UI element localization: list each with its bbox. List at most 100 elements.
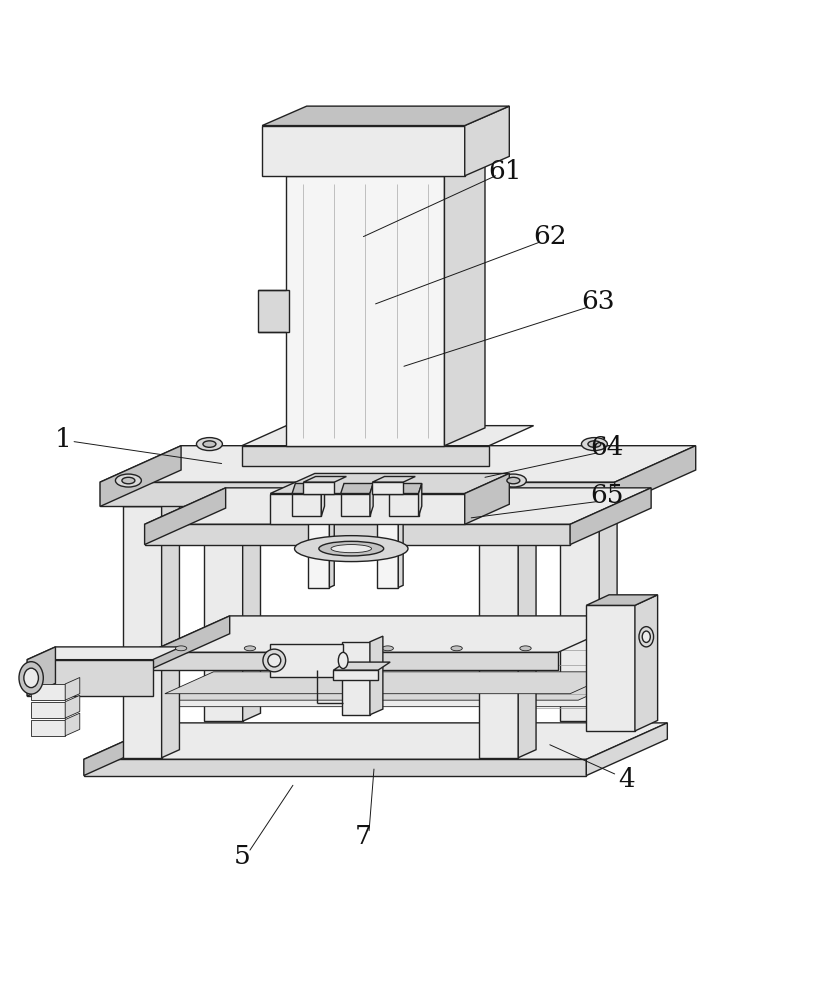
Polygon shape bbox=[286, 176, 445, 446]
Polygon shape bbox=[65, 695, 80, 718]
Polygon shape bbox=[465, 473, 509, 524]
Polygon shape bbox=[322, 483, 325, 516]
Ellipse shape bbox=[115, 474, 141, 487]
Polygon shape bbox=[84, 723, 667, 759]
Polygon shape bbox=[587, 723, 667, 776]
Ellipse shape bbox=[313, 646, 325, 651]
Polygon shape bbox=[614, 446, 696, 506]
Polygon shape bbox=[270, 473, 509, 494]
Polygon shape bbox=[31, 684, 65, 700]
Polygon shape bbox=[270, 644, 344, 677]
Polygon shape bbox=[419, 483, 422, 516]
Ellipse shape bbox=[175, 646, 187, 651]
Ellipse shape bbox=[319, 541, 384, 556]
Ellipse shape bbox=[382, 646, 393, 651]
Polygon shape bbox=[100, 446, 181, 506]
Ellipse shape bbox=[122, 477, 135, 484]
Ellipse shape bbox=[642, 631, 650, 642]
Polygon shape bbox=[479, 498, 536, 506]
Polygon shape bbox=[465, 106, 509, 176]
Ellipse shape bbox=[263, 649, 286, 672]
Polygon shape bbox=[372, 482, 403, 494]
Text: 62: 62 bbox=[533, 224, 566, 249]
Bar bbox=[258, 290, 289, 332]
Polygon shape bbox=[144, 488, 651, 524]
Polygon shape bbox=[587, 595, 658, 605]
Polygon shape bbox=[149, 685, 635, 707]
Polygon shape bbox=[84, 723, 165, 776]
Ellipse shape bbox=[268, 654, 281, 667]
Ellipse shape bbox=[377, 479, 403, 483]
Polygon shape bbox=[242, 426, 534, 446]
Polygon shape bbox=[262, 126, 465, 176]
Ellipse shape bbox=[331, 545, 371, 553]
Polygon shape bbox=[398, 480, 403, 588]
Ellipse shape bbox=[588, 441, 601, 447]
Polygon shape bbox=[372, 476, 415, 482]
Polygon shape bbox=[292, 494, 322, 516]
Polygon shape bbox=[341, 483, 373, 494]
Text: 5: 5 bbox=[233, 844, 251, 869]
Polygon shape bbox=[334, 670, 378, 680]
Ellipse shape bbox=[582, 438, 607, 451]
Polygon shape bbox=[149, 652, 558, 670]
Polygon shape bbox=[122, 506, 162, 758]
Polygon shape bbox=[304, 476, 347, 482]
Text: 1: 1 bbox=[55, 427, 72, 452]
Polygon shape bbox=[162, 498, 180, 758]
Polygon shape bbox=[242, 446, 489, 466]
Text: 7: 7 bbox=[355, 824, 372, 849]
Polygon shape bbox=[144, 488, 226, 545]
Polygon shape bbox=[561, 462, 617, 470]
Ellipse shape bbox=[308, 479, 335, 483]
Ellipse shape bbox=[639, 627, 654, 647]
Polygon shape bbox=[599, 462, 617, 721]
Polygon shape bbox=[242, 462, 260, 721]
Polygon shape bbox=[370, 636, 383, 715]
Polygon shape bbox=[304, 482, 335, 494]
Polygon shape bbox=[341, 494, 370, 516]
Polygon shape bbox=[204, 462, 260, 470]
Text: 65: 65 bbox=[590, 483, 623, 508]
Polygon shape bbox=[377, 482, 398, 588]
Polygon shape bbox=[308, 482, 330, 588]
Polygon shape bbox=[561, 470, 599, 721]
Ellipse shape bbox=[197, 438, 223, 451]
Polygon shape bbox=[334, 662, 390, 670]
Polygon shape bbox=[342, 642, 370, 715]
Polygon shape bbox=[165, 672, 619, 694]
Polygon shape bbox=[27, 647, 181, 660]
Text: 63: 63 bbox=[582, 289, 615, 314]
Polygon shape bbox=[587, 605, 635, 731]
Polygon shape bbox=[445, 158, 485, 446]
Ellipse shape bbox=[339, 652, 348, 669]
Polygon shape bbox=[100, 482, 614, 506]
Polygon shape bbox=[262, 106, 509, 126]
Polygon shape bbox=[292, 483, 325, 494]
Text: 61: 61 bbox=[489, 159, 522, 184]
Text: 64: 64 bbox=[590, 435, 623, 460]
Ellipse shape bbox=[500, 474, 526, 487]
Polygon shape bbox=[31, 720, 65, 736]
Polygon shape bbox=[27, 660, 153, 696]
Ellipse shape bbox=[520, 646, 531, 651]
Polygon shape bbox=[84, 759, 587, 776]
Polygon shape bbox=[31, 702, 65, 718]
Polygon shape bbox=[122, 498, 180, 506]
Polygon shape bbox=[330, 480, 335, 588]
Polygon shape bbox=[570, 488, 651, 545]
Ellipse shape bbox=[451, 646, 463, 651]
Ellipse shape bbox=[19, 662, 43, 694]
Text: 4: 4 bbox=[619, 767, 635, 792]
Polygon shape bbox=[157, 678, 627, 700]
Ellipse shape bbox=[507, 477, 520, 484]
Polygon shape bbox=[144, 524, 570, 545]
Polygon shape bbox=[389, 483, 422, 494]
Polygon shape bbox=[270, 494, 465, 524]
Polygon shape bbox=[149, 616, 639, 652]
Polygon shape bbox=[65, 677, 80, 700]
Ellipse shape bbox=[24, 668, 38, 688]
Polygon shape bbox=[204, 470, 242, 721]
Polygon shape bbox=[518, 498, 536, 758]
Ellipse shape bbox=[203, 441, 216, 447]
